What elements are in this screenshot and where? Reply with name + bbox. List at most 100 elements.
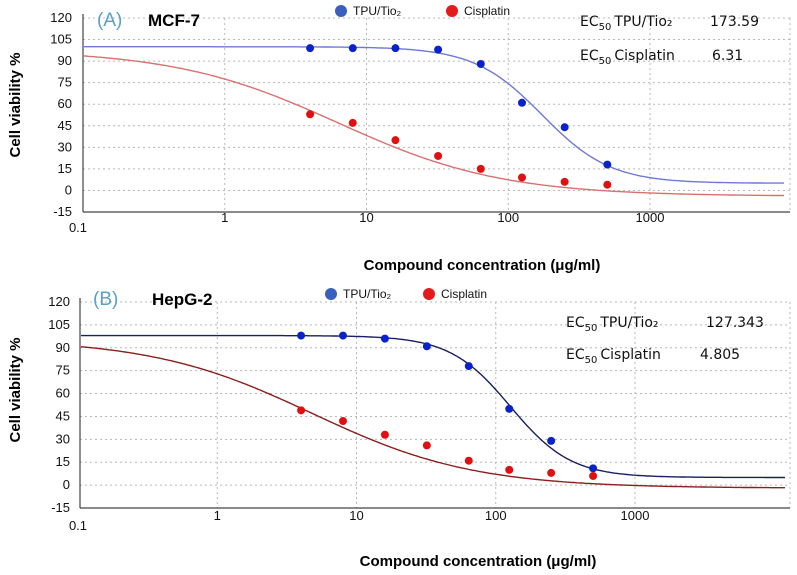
panel-b-legend-label-tpu: TPU/Tio₂ [343,287,392,301]
y-tick-label: 90 [58,53,72,68]
data-point-tpu [348,44,357,53]
data-point-cisplatin [560,177,569,186]
x-tick-label: 100 [497,210,519,225]
panel-a-legend-marker-cisplatin [446,5,458,17]
y-tick-label: 60 [58,96,72,111]
data-point-cisplatin [505,465,514,474]
data-point-tpu [391,44,400,53]
x-tick-label: 100 [485,508,507,523]
fit-curve-cisplatin [80,346,785,489]
x-tick-label: 1000 [621,508,650,523]
data-point-cisplatin [589,471,598,480]
data-point-tpu [297,331,306,340]
panel-b-letter: (B) [93,289,118,310]
data-point-cisplatin [380,430,389,439]
panel-a-y-ticks: 120 105 90 75 60 45 30 15 0 -15 [50,10,72,219]
data-point-tpu [464,362,473,371]
data-point-cisplatin [306,110,315,119]
y-tick-label: 45 [56,408,70,423]
panel-a-ec50-tpu: EC50 TPU/Tio₂ 173.59 [580,14,759,33]
data-point-cisplatin [464,456,473,465]
data-point-tpu [505,404,514,413]
y-tick-label: 30 [56,431,70,446]
panel-a-cell-line: MCF-7 [148,11,200,30]
panel-a-axes [82,14,790,213]
panel-a-ec50-annotations: EC50 TPU/Tio₂ 173.59 EC50 Cisplatin 6.31 [580,14,759,67]
panel-b-cell-line: HepG-2 [152,290,212,309]
y-tick-label: 30 [58,139,72,154]
y-tick-label: 120 [48,294,70,309]
data-point-cisplatin [547,468,556,477]
panel-b-legend-marker-cisplatin [423,288,435,300]
data-point-tpu [380,334,389,343]
y-tick-label: 0 [65,182,72,197]
fit-curve-cisplatin [83,55,785,197]
panel-b-y-ticks: 120 105 90 75 60 45 30 15 0 -15 [48,294,70,515]
panel-b-points [297,331,598,480]
data-point-cisplatin [517,173,526,182]
data-point-tpu [306,44,315,53]
x-tick-label: 0.1 [69,220,87,235]
panel-a-letter: (A) [97,10,122,31]
y-tick-label: -15 [53,204,72,219]
panel-b-legend-marker-tpu [325,288,337,300]
panel-b-x-ticks: 0.1 1 10 100 1000 [69,508,650,533]
y-tick-label: 105 [48,317,70,332]
panel-b-ec50-tpu: EC50 TPU/Tio₂ 127.343 [566,315,764,334]
y-tick-label: -15 [51,500,70,515]
panel-b-x-axis-label: Compound concentration (μg/ml) [360,553,597,570]
panel-b-y-axis-label: Cell viability % [7,337,24,442]
data-point-tpu [339,331,348,340]
panel-b-ec50-annotations: EC50 TPU/Tio₂ 127.343 EC50 Cisplatin 4.805 [566,315,764,366]
x-tick-label: 1 [221,210,228,225]
panel-b-curves [80,334,785,489]
panel-b-legend: TPU/Tio₂ Cisplatin [325,287,487,301]
data-point-tpu [547,436,556,445]
x-tick-label: 0.1 [69,518,87,533]
panel-a-y-axis-label: Cell viability % [7,52,24,157]
y-tick-label: 105 [50,32,72,47]
fit-curve-tpu [81,334,785,479]
y-tick-label: 120 [50,10,72,25]
panel-b: 120 105 90 75 60 45 30 15 0 -15 0.1 1 10 100 1000 Cel… [7,287,791,570]
data-point-cisplatin [603,180,612,189]
x-tick-label: 1000 [636,210,665,225]
panel-a-curves [83,46,785,197]
y-tick-label: 75 [58,75,72,90]
y-tick-label: 60 [56,386,70,401]
y-tick-label: 15 [56,454,70,469]
panel-b-legend-label-cisplatin: Cisplatin [441,287,487,301]
y-tick-label: 45 [58,118,72,133]
y-tick-label: 15 [58,161,72,176]
panel-a-legend-marker-tpu [335,5,347,17]
data-point-cisplatin [391,136,400,145]
data-point-tpu [560,123,569,132]
panel-b-axes [79,298,790,509]
data-point-tpu [434,45,443,54]
data-point-cisplatin [476,164,485,173]
panel-a-x-axis-label: Compound concentration (μg/ml) [364,257,601,274]
panel-a-legend: TPU/Tio₂ Cisplatin [335,4,510,18]
data-point-tpu [476,59,485,68]
panel-a-points [306,44,612,189]
data-point-tpu [517,98,526,107]
y-tick-label: 75 [56,363,70,378]
panel-a-legend-label-tpu: TPU/Tio₂ [353,4,402,18]
fit-curve-tpu [84,46,784,184]
y-tick-label: 0 [63,477,70,492]
panel-a-ec50-cisplatin: EC50 Cisplatin 6.31 [580,48,743,67]
x-tick-label: 10 [349,508,363,523]
data-point-tpu [589,464,598,473]
data-point-cisplatin [434,151,443,160]
panel-a-x-ticks: 0.1 1 10 100 1000 [69,210,665,235]
data-point-tpu [422,342,431,351]
panel-b-ec50-cisplatin: EC50 Cisplatin 4.805 [566,347,740,366]
data-point-cisplatin [297,406,306,415]
y-tick-label: 90 [56,340,70,355]
x-tick-label: 1 [214,508,221,523]
panel-a-legend-label-cisplatin: Cisplatin [464,4,510,18]
data-point-cisplatin [339,417,348,426]
data-point-tpu [603,160,612,169]
data-point-cisplatin [348,118,357,127]
